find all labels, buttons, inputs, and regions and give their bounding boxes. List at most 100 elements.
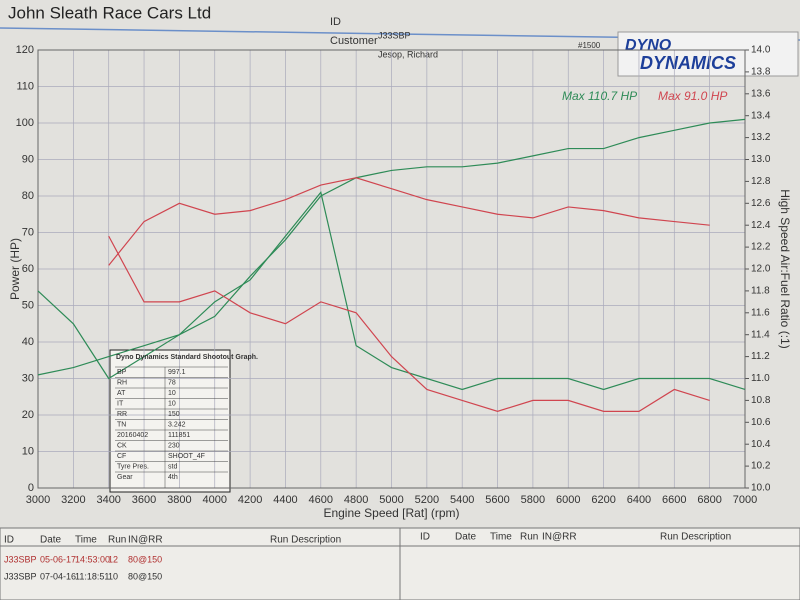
x-tick-label: 4400	[273, 494, 297, 506]
table-header: Time	[75, 535, 97, 546]
y-tick-label: 50	[22, 299, 34, 311]
table-cell: 80@150	[128, 554, 162, 564]
y-tick-label: 60	[22, 263, 34, 275]
table-cell: J33SBP	[4, 571, 37, 581]
series-line	[108, 235, 710, 412]
info-key: Tyre Pres.	[117, 463, 149, 470]
y-tick-label: 80	[22, 190, 34, 202]
x-tick-label: 5400	[450, 494, 474, 506]
x-tick-label: 4600	[309, 494, 333, 506]
info-value: 997.1	[168, 369, 186, 376]
info-title: Dyno Dynamics Standard Shootout Graph.	[116, 354, 258, 361]
id-value: J33SBP	[378, 30, 411, 40]
plot-frame	[37, 49, 746, 489]
info-key: CK	[117, 442, 127, 449]
y2-tick-label: 13.2	[751, 132, 771, 143]
table-cell: 80@150	[128, 571, 162, 581]
x-tick-label: 3800	[167, 494, 191, 506]
y-tick-label: 110	[16, 80, 34, 92]
table-header: Run Description	[660, 532, 731, 543]
series-line	[37, 118, 746, 376]
legend-entry: Max 110.7 HP	[562, 89, 637, 103]
info-value: 10	[168, 400, 176, 407]
company-name: John Sleath Race Cars Ltd	[8, 3, 211, 22]
info-key: BP	[117, 369, 127, 376]
table-header: Date	[40, 535, 62, 546]
y-tick-label: 10	[22, 445, 34, 457]
y2-tick-label: 11.8	[751, 286, 770, 297]
y2-tick-label: 12.4	[751, 220, 771, 231]
x-tick-label: 5600	[485, 494, 509, 506]
y2-tick-label: 12.0	[751, 264, 771, 275]
x-tick-label: 3600	[132, 494, 156, 506]
table-cell: 12	[108, 554, 118, 564]
info-value: 3.242	[168, 421, 186, 428]
info-value: 230	[168, 442, 180, 449]
x-tick-label: 4200	[238, 494, 262, 506]
y2-tick-label: 11.4	[751, 329, 770, 340]
y-tick-label: 90	[22, 153, 34, 165]
x-tick-label: 4000	[203, 494, 227, 506]
x-tick-label: 7000	[733, 494, 757, 506]
table-cell: 05-06-17	[40, 554, 76, 564]
table-header: Time	[490, 532, 512, 543]
x-tick-label: 3400	[96, 494, 120, 506]
info-key: CF	[117, 453, 126, 460]
info-value: 4th	[168, 474, 178, 481]
x-tick-label: 3200	[61, 494, 85, 506]
customer-value: Jesop, Richard	[378, 49, 438, 59]
y2-tick-label: 12.6	[751, 198, 771, 209]
y-tick-label: 70	[22, 226, 34, 238]
series-line	[108, 177, 710, 266]
y2-tick-label: 11.6	[751, 307, 770, 318]
table-header: ID	[420, 532, 430, 543]
sheet-number: #1500	[578, 41, 601, 50]
table-cell: 11:18:51	[75, 571, 109, 581]
table-cell: 07-04-16	[40, 571, 76, 581]
info-box	[109, 349, 231, 493]
y-tick-label: 0	[28, 482, 34, 494]
x-tick-label: 6000	[556, 494, 580, 506]
info-key: Gear	[117, 474, 133, 481]
customer-label: Customer	[330, 35, 378, 47]
y-tick-label: 100	[16, 117, 34, 129]
x-tick-label: 6200	[591, 494, 615, 506]
logo-top: DYNO	[625, 37, 672, 54]
table-header: Run	[108, 535, 126, 546]
info-value: 10	[168, 390, 176, 397]
y-tick-label: 120	[16, 44, 34, 56]
y2-tick-label: 10.8	[751, 395, 771, 406]
info-key: AT	[117, 390, 126, 397]
table-cell: J33SBP	[4, 554, 37, 564]
y-tick-label: 30	[22, 372, 34, 384]
info-key: IT	[117, 400, 124, 407]
table-header: ID	[4, 535, 14, 546]
y-tick-label: 40	[22, 336, 34, 348]
x-tick-label: 4800	[344, 494, 368, 506]
logo-bottom: DYNAMICS	[640, 53, 736, 73]
table-cell: 10	[108, 571, 118, 581]
y2-tick-label: 13.0	[751, 154, 771, 165]
x-tick-label: 5000	[379, 494, 403, 506]
y2-tick-label: 11.0	[751, 373, 770, 384]
y2-tick-label: 10.4	[751, 439, 771, 450]
y2-tick-label: 13.4	[751, 110, 771, 121]
y2-tick-label: 13.8	[751, 67, 771, 78]
series-line	[37, 191, 746, 391]
table-header: Date	[455, 532, 477, 543]
y-tick-label: 20	[22, 409, 34, 421]
logo-box	[617, 31, 799, 77]
table-header: IN@RR	[128, 535, 163, 546]
id-label: ID	[330, 16, 341, 28]
info-value: 150	[168, 411, 180, 418]
y2-tick-label: 11.2	[751, 351, 770, 362]
y2-tick-label: 10.6	[751, 417, 771, 428]
info-key: RR	[117, 411, 127, 418]
y2-tick-label: 14.0	[751, 45, 771, 56]
y2-tick-label: 12.8	[751, 176, 771, 187]
table-header: Run Description	[270, 535, 341, 546]
table-cell: 14:53:00	[75, 554, 110, 564]
info-value: std	[168, 463, 177, 470]
